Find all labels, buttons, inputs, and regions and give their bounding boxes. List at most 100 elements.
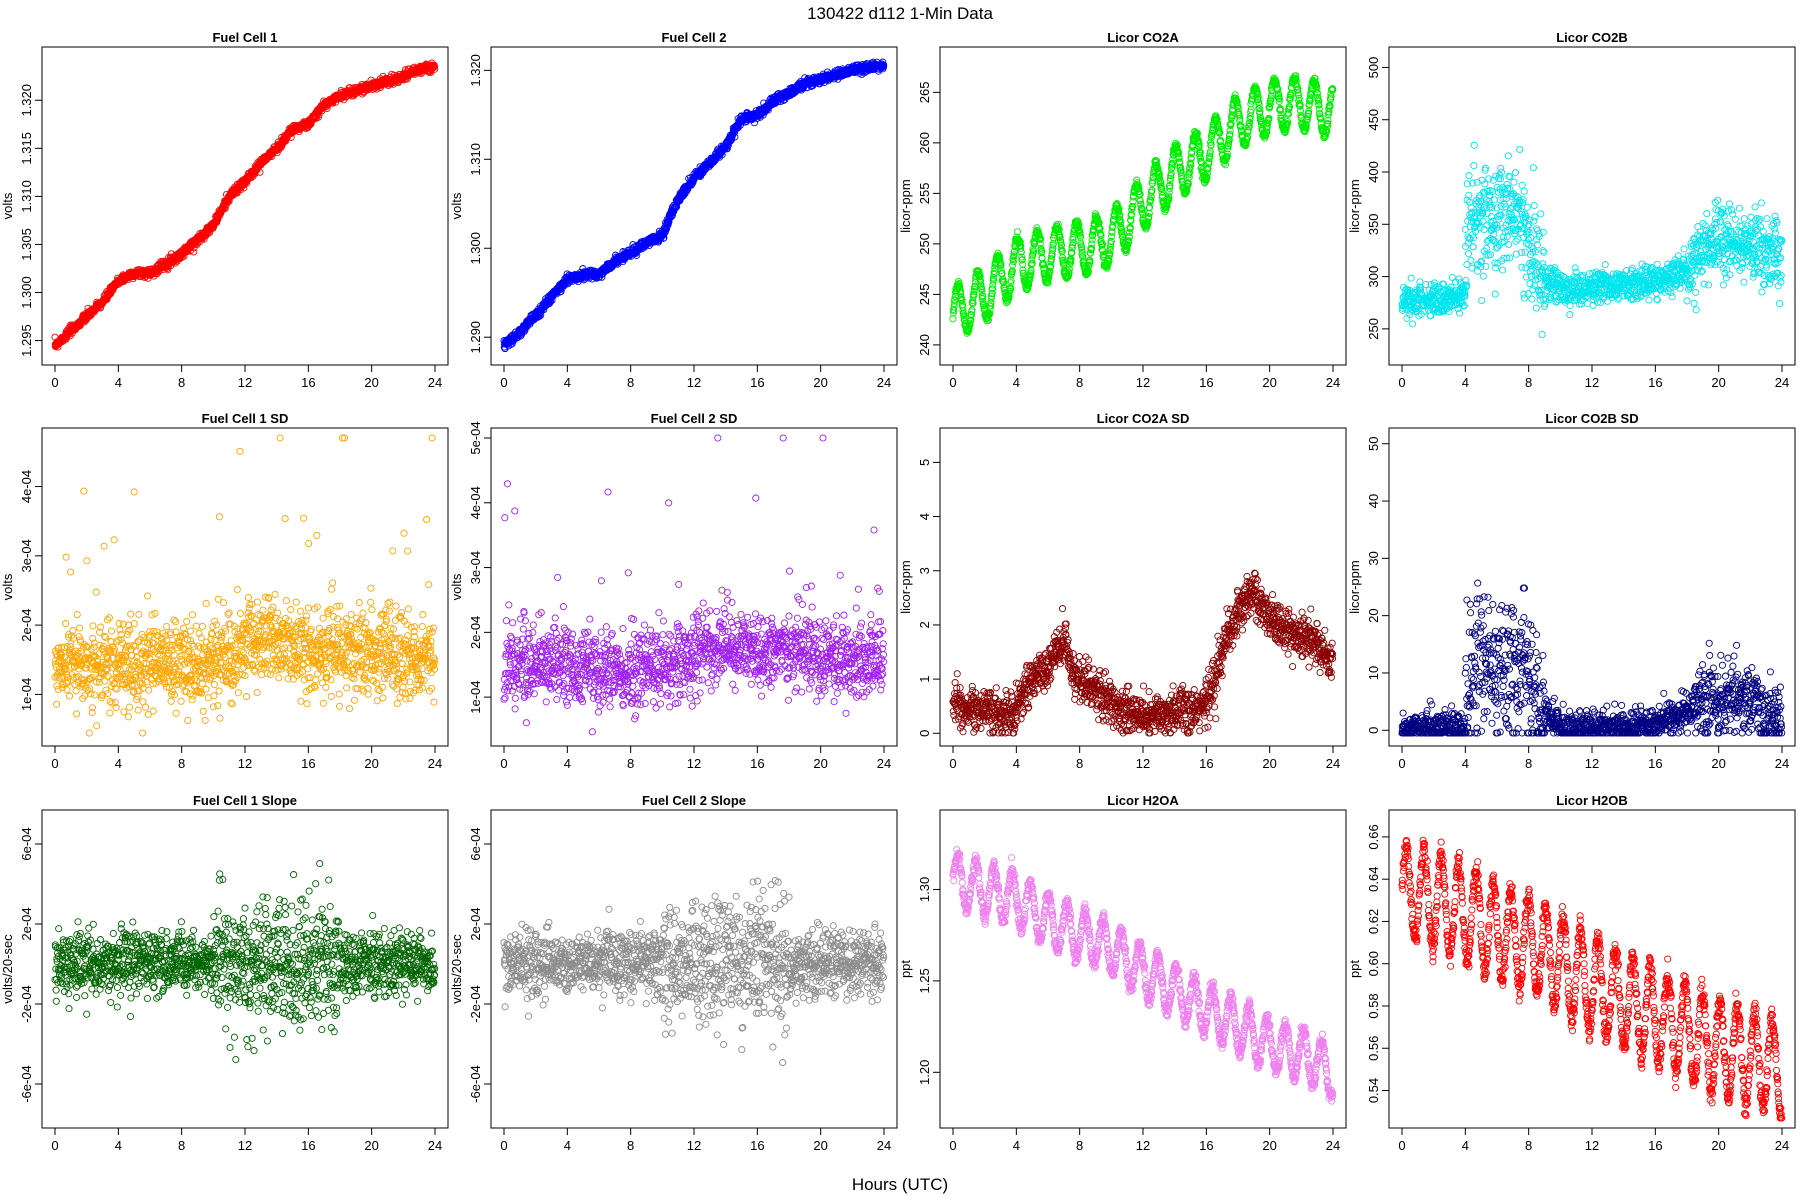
co2a-point	[1007, 276, 1015, 285]
co2a-point	[1207, 141, 1215, 149]
co2b-point	[1464, 250, 1473, 258]
co2b-point	[1519, 199, 1527, 207]
co2a-point	[1017, 248, 1025, 256]
co2a-point	[1025, 280, 1033, 288]
co2b-point	[1503, 254, 1511, 262]
co2b-point	[1447, 283, 1455, 291]
co2b-point	[1504, 152, 1512, 160]
co2b-point	[1517, 221, 1525, 229]
co2b-point	[1525, 216, 1534, 224]
co2a-point	[1168, 163, 1176, 171]
co2a-point	[1246, 115, 1254, 123]
co2a-point	[1206, 152, 1214, 160]
co2b-point	[1416, 286, 1425, 294]
co2a-point	[1076, 233, 1085, 241]
co2a-point	[1039, 261, 1048, 269]
co2a-point	[1233, 98, 1241, 106]
co2a-point	[1028, 259, 1036, 267]
co2b-point	[1463, 281, 1471, 289]
co2b-point	[1511, 169, 1520, 177]
co2a-point	[1106, 250, 1114, 258]
co2a-point	[1329, 86, 1337, 94]
fc1-point	[190, 248, 198, 256]
co2b-point	[1479, 217, 1487, 225]
co2a-point	[1018, 256, 1026, 264]
fc2-point	[879, 58, 887, 66]
co2a-point	[1143, 222, 1151, 230]
co2a-point	[1185, 169, 1193, 177]
co2b-point	[1473, 267, 1482, 275]
co2a-point	[1294, 89, 1302, 97]
co2b-point	[1528, 295, 1536, 303]
co2a-point	[1176, 163, 1185, 171]
co2a-point	[1195, 143, 1203, 151]
co2a-point	[1129, 202, 1137, 211]
co2b-point	[1491, 290, 1499, 298]
co2a-point	[1246, 119, 1254, 127]
co2b-point	[1498, 266, 1507, 274]
co2b-points	[1398, 141, 1786, 339]
co2b-point	[1472, 227, 1480, 236]
co2a-point	[1086, 258, 1094, 266]
co2a-point	[1245, 119, 1253, 127]
co2b-point	[1465, 172, 1473, 180]
co2b-point	[1463, 196, 1471, 204]
co2a-point	[1013, 228, 1021, 236]
co2b-point	[1491, 259, 1499, 267]
co2b-point	[1536, 296, 1544, 304]
co2a-point	[1168, 159, 1176, 167]
co2b-point	[1504, 227, 1512, 235]
co2a-point	[997, 261, 1005, 269]
co2b-point	[1503, 180, 1511, 188]
co2a-point	[955, 279, 963, 287]
co2b-point	[1531, 213, 1539, 221]
co2b-point	[1470, 141, 1478, 149]
fc1-point	[314, 113, 322, 121]
co2a-point	[1187, 155, 1195, 163]
co2b-point	[1460, 301, 1468, 310]
co2a-point	[1315, 101, 1323, 109]
co2a-point	[1203, 174, 1211, 182]
fc2-xtick-label: 12	[687, 375, 701, 390]
co2b-point	[1527, 272, 1535, 281]
co2a-point	[1166, 177, 1174, 185]
co2a-point	[1055, 226, 1063, 234]
co2b-point	[1497, 168, 1506, 176]
co2b-point	[1477, 257, 1485, 265]
co2a-point	[1116, 216, 1124, 225]
co2a-point	[1253, 88, 1261, 96]
fc1-ylabel: volts	[0, 192, 15, 219]
co2b-point	[1485, 236, 1493, 244]
co2a-point	[987, 295, 995, 303]
co2a-point	[1152, 157, 1161, 165]
co2a-point	[1294, 91, 1302, 99]
co2a-point	[1176, 159, 1184, 167]
co2b-point	[1535, 230, 1543, 238]
fc2-title: Fuel Cell 2	[661, 30, 726, 45]
co2a-xtick-label: 20	[1262, 375, 1276, 390]
co2a-point	[1105, 257, 1113, 265]
co2b-point	[1520, 187, 1528, 195]
co2a-point	[1198, 159, 1206, 167]
co2a-point	[1045, 271, 1053, 279]
co2a-point	[1069, 239, 1077, 247]
co2b-point	[1510, 216, 1518, 224]
co2a-point	[1185, 173, 1193, 181]
co2a-point	[1125, 228, 1134, 236]
fc2-point	[880, 61, 888, 69]
co2a-point	[1088, 240, 1096, 248]
fc2-ytick-label: 1.320	[468, 54, 483, 87]
co2a-xtick-label: 16	[1199, 375, 1213, 390]
co2b-point	[1471, 212, 1479, 221]
co2b-point	[1492, 224, 1501, 232]
co2a-point	[1321, 132, 1329, 140]
co2b-point	[1518, 181, 1526, 189]
co2b-point	[1432, 283, 1440, 292]
fc2-ytick-label: 1.310	[468, 143, 483, 176]
co2a-point	[1158, 185, 1166, 193]
co2a-point	[1274, 85, 1282, 93]
co2b-point	[1502, 203, 1510, 211]
co2b-point	[1481, 164, 1489, 172]
co2a-point	[1078, 246, 1086, 254]
co2a-point	[1165, 196, 1173, 204]
